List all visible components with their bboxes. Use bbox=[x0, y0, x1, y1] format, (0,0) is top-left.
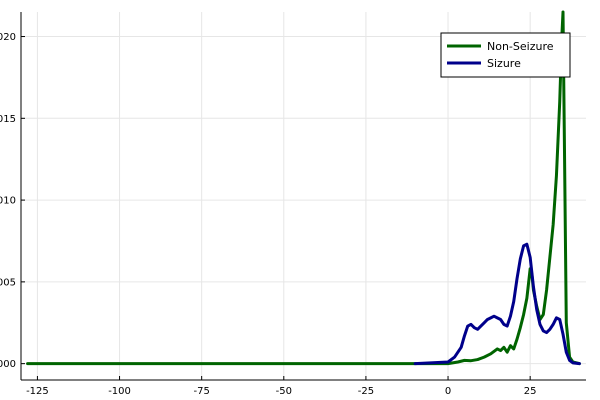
x-tick-label: -75 bbox=[193, 386, 209, 397]
series-line-sizure bbox=[413, 242, 581, 366]
axes: -125 -100 -75 -50 -25 0 25 0.000 0.005 0.010 0.015… bbox=[0, 12, 586, 397]
x-tick-label: 25 bbox=[524, 386, 537, 397]
y-tick-label: 0.020 bbox=[0, 32, 16, 43]
legend: Non-Seizure Sizure bbox=[440, 32, 571, 78]
x-tick-label: -125 bbox=[26, 386, 49, 397]
legend-box bbox=[440, 32, 571, 78]
y-tick-label: 0.015 bbox=[0, 114, 16, 125]
y-tick-label: 0.000 bbox=[0, 359, 16, 370]
x-tick-label: -100 bbox=[108, 386, 131, 397]
series-line-non-seizure bbox=[26, 10, 581, 366]
x-tick-label: 0 bbox=[445, 386, 451, 397]
legend-label: Non-Seizure bbox=[487, 40, 554, 53]
x-tick-label: -25 bbox=[358, 386, 374, 397]
series-layer bbox=[26, 10, 581, 366]
x-tick-label: -50 bbox=[276, 386, 292, 397]
y-tick-label: 0.010 bbox=[0, 196, 16, 207]
y-tick-label: 0.005 bbox=[0, 277, 16, 288]
legend-label: Sizure bbox=[487, 57, 521, 70]
